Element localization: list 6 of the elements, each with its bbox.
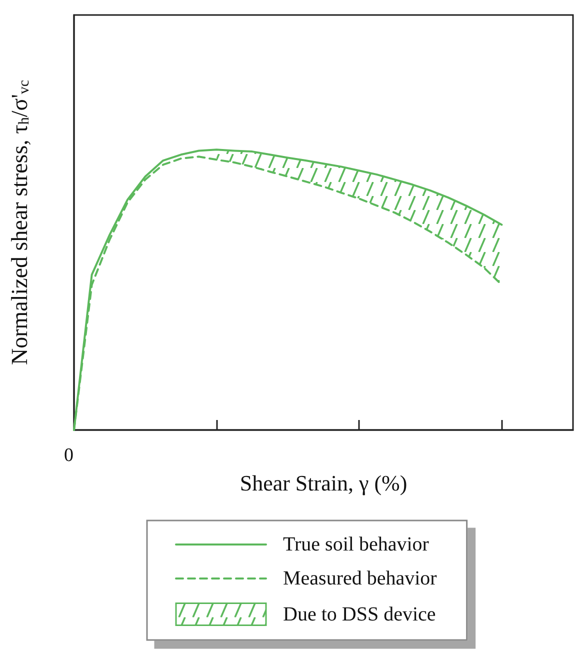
legend-label: Due to DSS device	[283, 603, 436, 626]
legend-label: Measured behavior	[283, 568, 438, 590]
text: 0	[64, 445, 74, 466]
legend-label: True soil behavior	[283, 534, 430, 556]
y-axis-title: Normalized shear stress, τh/σ'vc	[7, 80, 32, 366]
x-axis-title: Shear Strain, γ (%)	[240, 470, 408, 496]
